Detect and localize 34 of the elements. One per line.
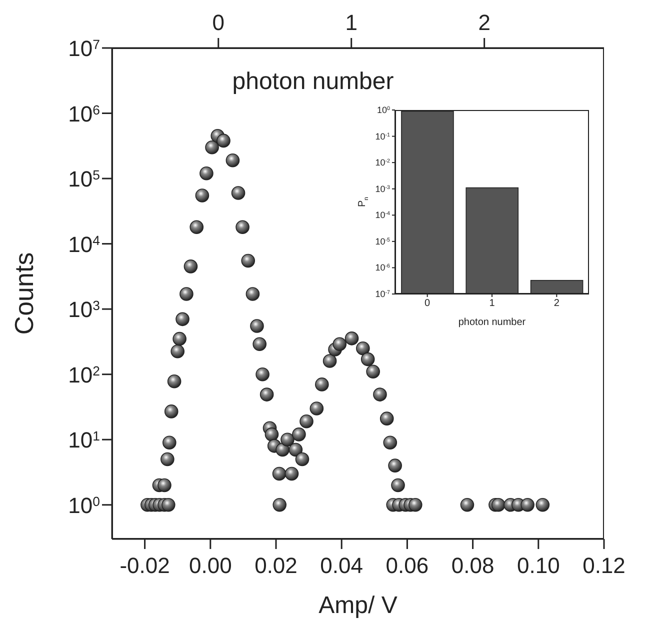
x-tick-label: 0.04	[320, 553, 364, 578]
x-axis-title: photon number	[458, 317, 526, 328]
x-tick-label: 1	[489, 298, 496, 310]
y-tick-label: 10$^{-6}$	[375, 262, 390, 273]
x-tick-label: 0.12	[582, 553, 626, 578]
y-tick-label: 10$^{5}$	[68, 166, 100, 192]
x-tick-label: 0.06	[386, 553, 429, 578]
y-tick-label: 10$^{1}$	[68, 428, 100, 453]
y-tick-label: 10$^{-2}$	[375, 158, 390, 168]
x-tick-label: 0.10	[516, 553, 560, 578]
x-tick-label: 0	[424, 298, 431, 310]
y-tick-label: 10$^{-1}$	[375, 131, 390, 142]
x2-tick-label: 1	[345, 10, 358, 35]
x-tick-label: 2	[554, 298, 560, 310]
y-tick-label: 10$^{2}$	[68, 362, 100, 388]
y-tick-label: 10$^{-3}$	[375, 184, 390, 194]
x-tick-label: -0.02	[120, 553, 170, 578]
x-axis-title: Amp/ V	[318, 592, 398, 619]
x-tick-label: 0.02	[254, 553, 298, 578]
y-tick-label: 10$^{-7}$	[375, 289, 390, 299]
x2-axis-title: photon number	[231, 68, 395, 96]
x-tick-label: 0.00	[188, 553, 232, 578]
y-tick-label: 10$^{6}$	[68, 101, 100, 126]
y-tick-label: 10$^{0}$	[376, 105, 390, 115]
x2-tick-label: 2	[478, 10, 490, 35]
y-tick-label: 10$^{3}$	[68, 297, 100, 322]
y-tick-label: 10$^{7}$	[68, 36, 100, 61]
x-tick-label: 0.08	[451, 553, 494, 578]
y-axis-title: Counts	[9, 252, 40, 335]
x2-tick-label: 0	[212, 10, 225, 35]
y-tick-label: 10$^{-4}$	[375, 210, 390, 220]
y-tick-label: 10$^{-5}$	[375, 236, 390, 246]
y-tick-label: 10$^{0}$	[68, 492, 100, 518]
y-tick-label: 10$^{4}$	[68, 232, 100, 257]
